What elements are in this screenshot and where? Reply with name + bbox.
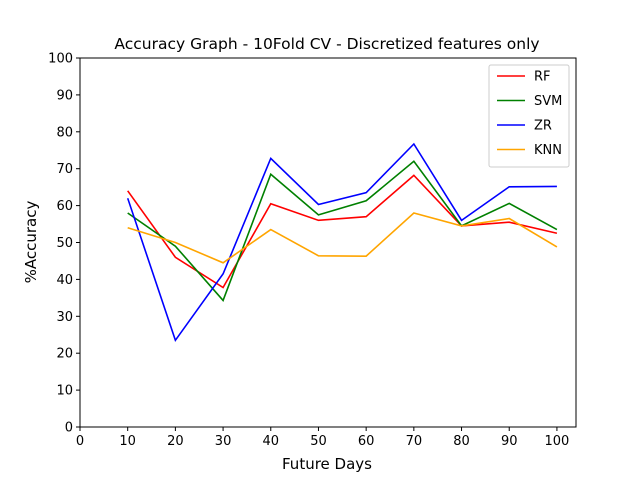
x-tick-label: 60 [358,434,375,449]
plot-lines [126,142,558,343]
y-tick-label: 50 [56,236,73,251]
legend-label-knn: KNN [534,143,562,158]
x-tick-label: 0 [76,434,84,449]
chart-title: Accuracy Graph - 10Fold CV - Discretized… [114,35,539,53]
legend: RF SVM ZR KNN [488,64,570,168]
y-tick-label: 30 [56,310,73,325]
x-tick-label: 90 [501,434,518,449]
x-axis: 0 10 20 30 40 50 60 70 80 90 100 [76,427,569,449]
series-line-svm [127,160,558,302]
x-axis-label: Future Days [282,455,372,473]
y-tick-label: 70 [56,162,73,177]
x-tick-label: 100 [545,434,570,449]
y-tick-label: 40 [56,273,73,288]
y-tick-label: 60 [56,199,73,214]
y-tick-label: 10 [56,384,73,399]
series-line-knn [127,212,558,264]
legend-label-zr: ZR [534,119,552,134]
series-line-zr [126,142,557,343]
legend-label-svm: SVM [534,94,562,109]
y-tick-label: 20 [56,347,73,362]
y-axis: 0 10 20 30 40 50 60 70 80 90 100 [48,52,80,436]
x-tick-label: 50 [310,434,327,449]
x-tick-label: 20 [167,434,184,449]
y-tick-label: 0 [65,421,73,436]
y-tick-label: 80 [56,125,73,140]
x-tick-label: 40 [262,434,279,449]
x-tick-label: 30 [215,434,232,449]
legend-label-rf: RF [534,70,551,85]
x-tick-label: 80 [453,434,470,449]
y-axis-label: %Accuracy [22,201,40,284]
legend-box [488,64,570,168]
x-tick-label: 70 [406,434,423,449]
x-tick-label: 10 [119,434,136,449]
series-line-rf [127,174,558,289]
y-tick-label: 100 [48,52,73,67]
y-tick-label: 90 [56,88,73,103]
